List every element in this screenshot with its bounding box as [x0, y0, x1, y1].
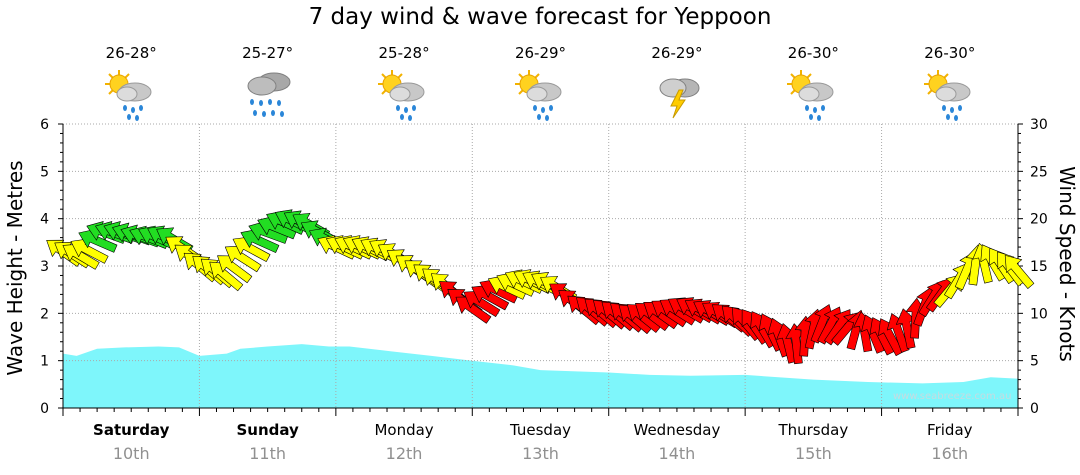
day-date-label: 14th	[658, 444, 696, 463]
wind-arrow	[1004, 255, 1035, 289]
day-date-label: 16th	[931, 444, 969, 463]
day-date-label: 15th	[794, 444, 832, 463]
day-temperature: 26-30°	[787, 44, 839, 62]
grid-layer	[63, 123, 1018, 408]
day-temperature: 25-27°	[242, 44, 294, 62]
left-tick-label: 3	[40, 259, 49, 275]
day-name-label: Thursday	[778, 421, 849, 439]
day-date-label: 13th	[522, 444, 559, 463]
right-tick-label: 15	[1030, 259, 1048, 275]
right-axis-title: Wind Speed - Knots	[1055, 166, 1079, 362]
wind-arrow-layer	[46, 209, 1035, 365]
right-tick-label: 5	[1030, 354, 1039, 370]
right-tick-label: 25	[1030, 164, 1048, 180]
day-temperature: 26-29°	[651, 44, 703, 62]
day-name-label: Saturday	[93, 421, 170, 439]
left-axis-title: Wave Height - Metres	[3, 160, 27, 375]
day-temperature: 26-30°	[924, 44, 976, 62]
sun-cloud-rain-icon	[99, 66, 163, 124]
left-tick-label: 4	[40, 212, 49, 228]
right-tick-label: 30	[1030, 117, 1048, 133]
day-name-label: Wednesday	[633, 421, 721, 439]
chart-title: 7 day wind & wave forecast for Yeppoon	[308, 4, 772, 30]
day-name-label: Tuesday	[509, 421, 572, 439]
day-temperature: 26-28°	[105, 44, 157, 62]
axes-layer: 0 1 2 3 4 5 6 0 5 10 15 20 25 30	[40, 117, 1048, 417]
left-tick-label: 0	[40, 401, 49, 417]
day-name-label: Monday	[374, 421, 434, 439]
right-tick-label: 20	[1030, 212, 1048, 228]
right-tick-label: 10	[1030, 306, 1048, 322]
wave-height-area	[63, 344, 1018, 408]
left-tick-label: 6	[40, 117, 49, 133]
right-tick-label: 0	[1030, 401, 1039, 417]
thunderstorm-icon	[645, 66, 709, 124]
day-name-label: Friday	[927, 421, 973, 439]
sun-cloud-rain-icon	[509, 66, 573, 124]
sun-cloud-rain-icon	[918, 66, 982, 124]
day-date-label: 11th	[249, 444, 287, 463]
left-tick-label: 5	[40, 164, 49, 180]
wave-area-layer	[63, 344, 1018, 408]
seabreeze-watermark: www.seabreeze.com.au	[893, 391, 1012, 402]
sun-cloud-rain-icon	[781, 66, 845, 124]
day-date-label: 12th	[385, 444, 423, 463]
day-name-label: Sunday	[236, 421, 299, 439]
left-tick-label: 2	[40, 306, 49, 322]
sun-cloud-rain-icon	[372, 66, 436, 124]
day-temperature: 26-29°	[514, 44, 567, 62]
left-tick-label: 1	[40, 354, 49, 370]
heavy-rain-icon	[236, 66, 300, 124]
day-date-label: 10th	[112, 444, 150, 463]
day-temperature: 25-28°	[378, 44, 430, 62]
